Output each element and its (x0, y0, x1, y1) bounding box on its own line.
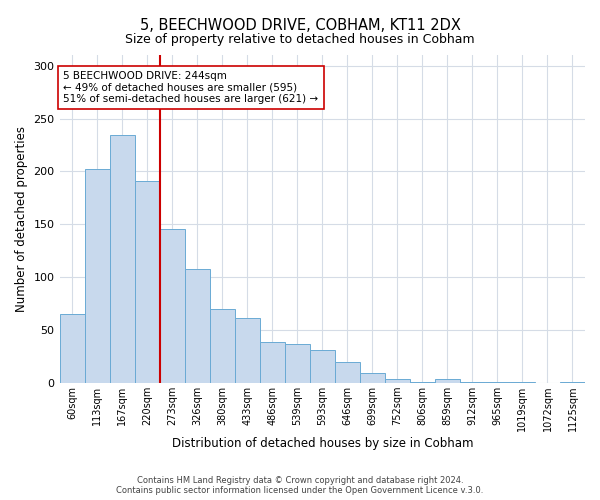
Bar (560, 382, 585, 383)
X-axis label: Distribution of detached houses by size in Cobham: Distribution of detached houses by size … (172, 437, 473, 450)
Bar (134, 181, 160, 383)
Bar (460, 382, 485, 383)
Bar (510, 382, 535, 383)
Bar (410, 382, 435, 383)
Bar (285, 344, 310, 383)
Bar (160, 228, 185, 383)
Bar (385, 379, 410, 383)
Bar (360, 372, 385, 383)
Bar (85, 170, 110, 383)
Text: Size of property relative to detached houses in Cobham: Size of property relative to detached ho… (125, 32, 475, 46)
Bar (335, 362, 360, 383)
Bar (110, 136, 134, 383)
Bar (260, 342, 285, 383)
Bar (209, 309, 235, 383)
Bar (235, 318, 260, 383)
Y-axis label: Number of detached properties: Number of detached properties (15, 126, 28, 312)
Text: 5 BEECHWOOD DRIVE: 244sqm
← 49% of detached houses are smaller (595)
51% of semi: 5 BEECHWOOD DRIVE: 244sqm ← 49% of detac… (63, 71, 319, 104)
Text: Contains HM Land Registry data © Crown copyright and database right 2024.
Contai: Contains HM Land Registry data © Crown c… (116, 476, 484, 495)
Bar (485, 382, 510, 383)
Text: 5, BEECHWOOD DRIVE, COBHAM, KT11 2DX: 5, BEECHWOOD DRIVE, COBHAM, KT11 2DX (140, 18, 460, 32)
Bar (185, 269, 209, 383)
Bar (59, 314, 85, 383)
Bar (435, 379, 460, 383)
Bar (310, 350, 335, 383)
